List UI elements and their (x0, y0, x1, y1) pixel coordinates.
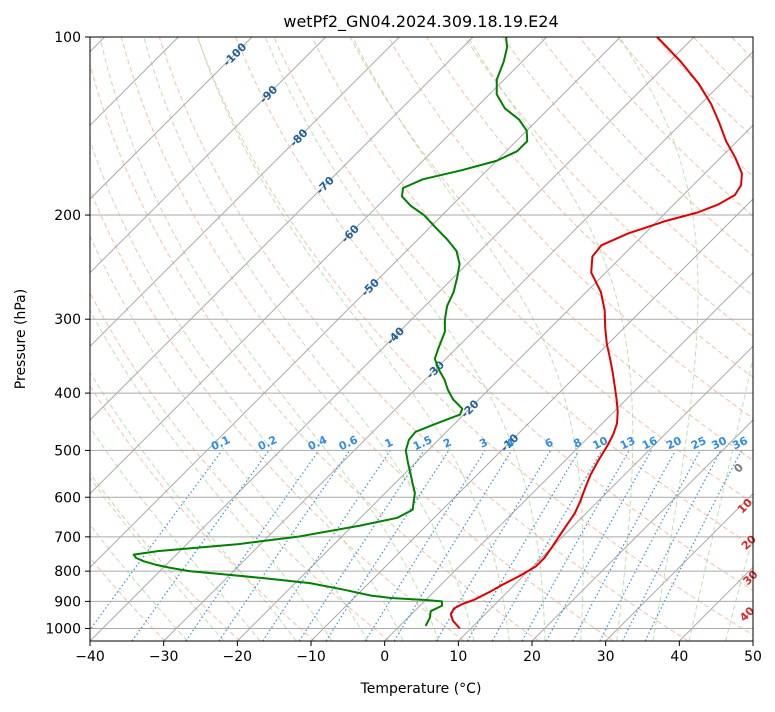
x-tick-label: −30 (149, 649, 179, 665)
x-tick-label: 50 (744, 649, 762, 665)
x-tick-label: −40 (75, 649, 105, 665)
y-tick-label: 1000 (45, 621, 81, 637)
y-tick-label: 600 (54, 490, 81, 506)
x-tick-label: 40 (670, 649, 688, 665)
y-tick-label: 700 (54, 530, 81, 546)
y-tick-label: 100 (54, 30, 81, 46)
x-tick-label: 30 (597, 649, 615, 665)
y-axis-label: Pressure (hPa) (13, 289, 29, 389)
x-tick-label: 10 (449, 649, 467, 665)
y-tick-label: 200 (54, 208, 81, 224)
x-tick-label: −20 (223, 649, 253, 665)
chart-title: wetPf2_GN04.2024.309.18.19.E24 (283, 12, 558, 32)
x-tick-label: 0 (380, 649, 389, 665)
y-tick-label: 300 (54, 312, 81, 328)
x-tick-label: −10 (296, 649, 326, 665)
x-axis-label: Temperature (°C) (360, 681, 482, 697)
y-tick-label: 900 (54, 594, 81, 610)
y-tick-label: 800 (54, 564, 81, 580)
x-tick-label: 20 (523, 649, 541, 665)
y-tick-label: 400 (54, 386, 81, 402)
y-tick-label: 500 (54, 443, 81, 459)
